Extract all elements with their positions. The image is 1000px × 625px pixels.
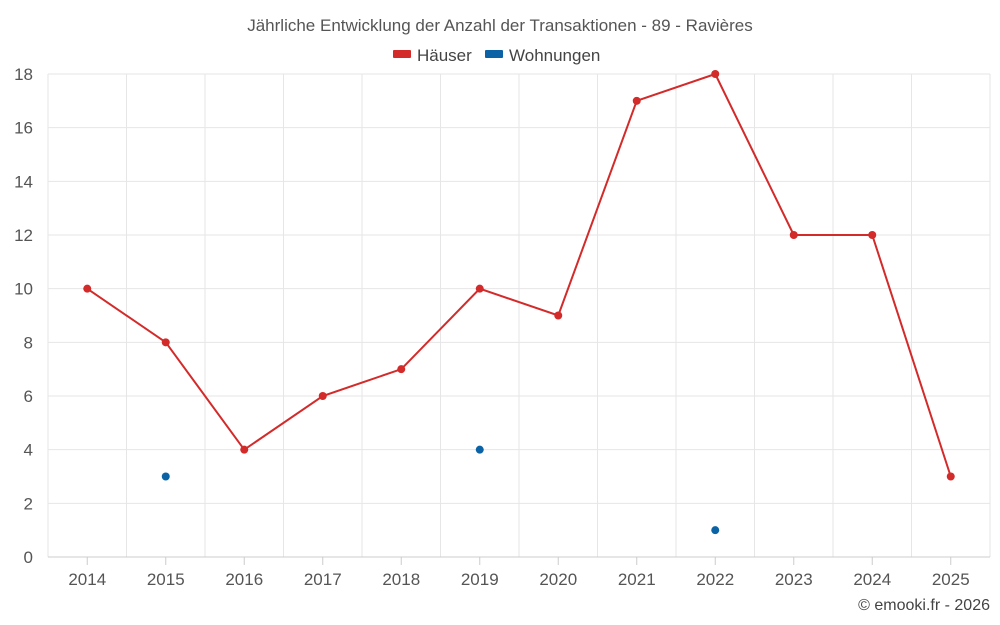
- y-tick-label: 16: [14, 119, 33, 138]
- series-0: [83, 70, 955, 481]
- legend-item-wohnungen[interactable]: Wohnungen: [485, 46, 600, 65]
- x-tick-label: 2020: [539, 570, 577, 589]
- x-tick-label: 2018: [382, 570, 420, 589]
- series-line: [86, 72, 952, 477]
- x-tick-label: 2015: [147, 570, 185, 589]
- x-tick-label: 2014: [68, 570, 106, 589]
- y-tick-label: 8: [24, 333, 33, 352]
- legend-swatch-wohnungen: [485, 50, 503, 58]
- y-tick-label: 14: [14, 172, 33, 191]
- legend-label-wohnungen: Wohnungen: [509, 46, 600, 65]
- legend-swatch-haeuser: [393, 50, 411, 58]
- data-point[interactable]: [789, 231, 798, 239]
- legend: Häuser Wohnungen: [393, 46, 600, 65]
- data-point[interactable]: [711, 70, 720, 78]
- data-point[interactable]: [554, 311, 563, 320]
- data-point[interactable]: [83, 284, 92, 293]
- data-point[interactable]: [397, 365, 406, 374]
- data-point[interactable]: [475, 445, 484, 454]
- y-axis-ticks: 0 2 4 6 8 10 12 14 16 18: [14, 65, 33, 567]
- x-tick-label: 2021: [618, 570, 656, 589]
- y-tick-label: 6: [24, 387, 33, 406]
- series: [83, 70, 955, 535]
- x-tick-label: 2025: [932, 570, 970, 589]
- data-point[interactable]: [161, 338, 170, 347]
- data-point[interactable]: [711, 526, 720, 535]
- y-tick-label: 10: [14, 280, 33, 299]
- data-point[interactable]: [632, 96, 641, 105]
- x-tick-label: 2022: [696, 570, 734, 589]
- y-tick-label: 18: [14, 65, 33, 84]
- x-tick-label: 2023: [775, 570, 813, 589]
- data-point[interactable]: [318, 392, 327, 400]
- y-tick-label: 4: [24, 441, 33, 460]
- x-tick-label: 2019: [461, 570, 499, 589]
- data-point[interactable]: [475, 284, 484, 293]
- y-tick-label: 0: [24, 548, 33, 567]
- y-tick-label: 2: [24, 494, 33, 513]
- x-axis-ticks: 2014 2015 2016 2017 2018 2019 2020 2021 2022 2023…: [68, 557, 970, 589]
- data-point[interactable]: [161, 472, 170, 481]
- credit-text: © emooki.fr - 2026: [858, 597, 990, 614]
- data-point[interactable]: [868, 231, 877, 239]
- chart-title: Jährliche Entwicklung der Anzahl der Tra…: [247, 16, 753, 35]
- legend-label-haeuser: Häuser: [417, 46, 472, 65]
- data-point[interactable]: [240, 445, 249, 454]
- grid: [47, 73, 991, 558]
- x-tick-label: 2016: [225, 570, 263, 589]
- x-tick-label: 2017: [304, 570, 342, 589]
- y-tick-label: 12: [14, 226, 33, 245]
- series-1: [161, 445, 720, 535]
- x-tick-label: 2024: [853, 570, 891, 589]
- legend-item-haeuser[interactable]: Häuser: [393, 46, 472, 65]
- data-point[interactable]: [946, 472, 955, 481]
